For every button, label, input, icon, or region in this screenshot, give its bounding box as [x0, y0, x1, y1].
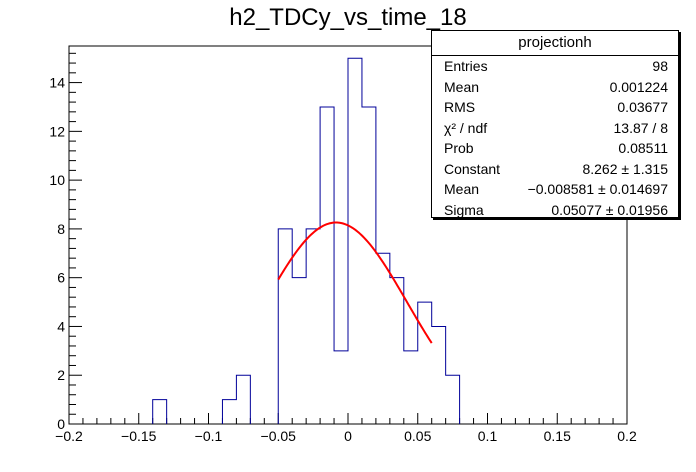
- stats-row-chi2: χ² / ndf 13.87 / 8: [432, 118, 678, 139]
- x-tick-label: 0.1: [478, 428, 498, 444]
- x-tick-label: 0.2: [617, 428, 637, 444]
- gaussian-fit-curve: [277, 221, 433, 344]
- x-tick-label: −0.1: [195, 428, 223, 444]
- stats-label: Entries: [444, 58, 488, 74]
- stats-value: 98: [652, 58, 668, 74]
- stats-value: 0.001224: [609, 78, 668, 95]
- histogram-line: [152, 57, 461, 424]
- chart-title: h2_TDCy_vs_time_18: [229, 4, 467, 31]
- stats-row-sigma: Sigma 0.05077 ± 0.01956: [432, 200, 678, 221]
- stats-label: RMS: [444, 99, 476, 115]
- stats-row-entries: Entries 98: [432, 56, 678, 77]
- x-tick-label: 0: [344, 428, 352, 444]
- x-tick-label: 0.15: [544, 428, 571, 444]
- stats-label: Mean: [444, 181, 480, 197]
- stats-label: χ² / ndf: [444, 119, 488, 136]
- y-tick-label: 8: [57, 221, 65, 237]
- stats-value: 8.262 ± 1.315: [582, 160, 668, 177]
- y-tick-label: 2: [57, 367, 65, 383]
- stats-label: Mean: [444, 78, 480, 95]
- y-tick-label: 10: [49, 172, 65, 188]
- stats-row-constant: Constant 8.262 ± 1.315: [432, 159, 678, 180]
- stats-row-fit-mean: Mean −0.008581 ± 0.014697: [432, 179, 678, 200]
- x-tick-label: −0.2: [55, 428, 83, 444]
- x-tick-label: 0.05: [404, 428, 431, 444]
- y-tick-label: 0: [57, 416, 65, 432]
- y-tick-label: 4: [57, 318, 65, 334]
- stats-box: projectionh Entries 98 Mean 0.001224 RMS…: [431, 30, 679, 218]
- stats-row-rms: RMS 0.03677: [432, 97, 678, 118]
- stats-value: −0.008581 ± 0.014697: [527, 181, 668, 197]
- stats-label: Sigma: [444, 201, 484, 218]
- stats-value: 0.08511: [618, 140, 668, 156]
- stats-row-prob: Prob 0.08511: [432, 138, 678, 159]
- x-tick-label: −0.05: [261, 428, 297, 444]
- stats-value: 13.87 / 8: [613, 119, 669, 136]
- y-tick-label: 12: [49, 123, 65, 139]
- stats-row-mean: Mean 0.001224: [432, 77, 678, 98]
- y-tick-label: 14: [49, 75, 65, 91]
- stats-value: 0.03677: [617, 99, 668, 115]
- stats-value: 0.05077 ± 0.01956: [551, 201, 668, 218]
- x-tick-label: −0.15: [121, 428, 157, 444]
- stats-box-title: projectionh: [432, 31, 678, 56]
- stats-label: Constant: [444, 160, 501, 177]
- stats-label: Prob: [444, 140, 474, 156]
- y-tick-label: 6: [57, 270, 65, 286]
